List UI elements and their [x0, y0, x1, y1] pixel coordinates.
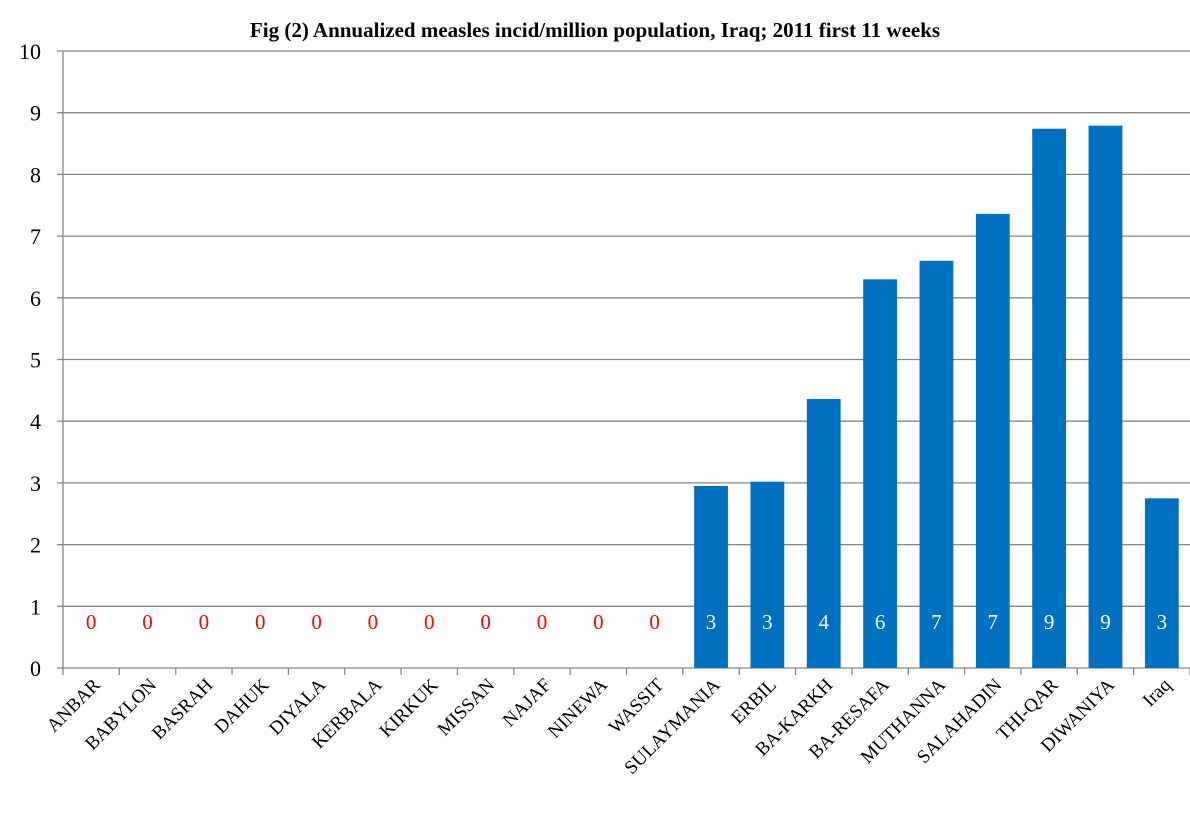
data-label: 0	[537, 610, 548, 634]
y-tick-label: 0	[30, 656, 41, 681]
data-label: 0	[480, 610, 491, 634]
data-label: 9	[1100, 610, 1111, 634]
bar-thi-qar	[1032, 128, 1067, 668]
x-tick-label: NINEWA	[544, 674, 612, 742]
data-label: 0	[142, 610, 153, 634]
x-tick-label: DAHUK	[210, 674, 274, 738]
data-label: 7	[931, 610, 942, 634]
x-tick-label: SULAYMANIA	[621, 674, 725, 778]
bar-erbil	[750, 481, 785, 668]
x-tick-label: Iraq	[1139, 674, 1176, 711]
y-tick-label: 9	[30, 101, 41, 126]
data-label: 0	[311, 610, 322, 634]
data-label: 3	[706, 610, 717, 634]
data-label: 0	[424, 610, 435, 634]
data-label: 3	[762, 610, 773, 634]
data-label: 9	[1044, 610, 1055, 634]
bar-ba-resafa	[863, 279, 897, 668]
bar-sulaymania	[694, 485, 728, 668]
bar-muthanna	[919, 260, 954, 668]
data-label: 0	[593, 610, 604, 634]
data-label: 0	[86, 610, 97, 634]
y-tick-label: 7	[30, 224, 41, 249]
data-label: 6	[875, 610, 886, 634]
y-tick-label: 2	[30, 533, 41, 558]
x-tick-label: BASRAH	[148, 674, 218, 744]
y-tick-label: 6	[30, 286, 41, 311]
y-tick-label: 8	[30, 162, 41, 187]
data-label: 0	[649, 610, 660, 634]
chart-title: Fig (2) Annualized measles incid/million…	[249, 18, 941, 42]
y-tick-label: 5	[30, 348, 41, 373]
x-tick-label: ERBIL	[727, 675, 781, 729]
y-tick-label: 1	[30, 594, 41, 619]
y-tick-label: 4	[30, 409, 41, 434]
x-tick-label: KIRKUK	[376, 674, 443, 741]
data-label: 0	[255, 610, 266, 634]
data-label: 7	[988, 610, 999, 634]
y-tick-label: 10	[19, 39, 41, 64]
data-label: 4	[818, 610, 829, 634]
data-label: 3	[1157, 610, 1168, 634]
data-label: 0	[368, 610, 379, 634]
bar-salahadin	[975, 213, 1010, 668]
bar-diwaniya	[1088, 125, 1123, 669]
bar-ba-karkh	[806, 398, 841, 668]
x-tick-label: MISSAN	[434, 674, 500, 740]
data-label: 0	[199, 610, 210, 634]
y-tick-label: 3	[30, 471, 41, 496]
bar-iraq	[1144, 498, 1179, 668]
x-tick-label: NAJAF	[499, 675, 556, 732]
